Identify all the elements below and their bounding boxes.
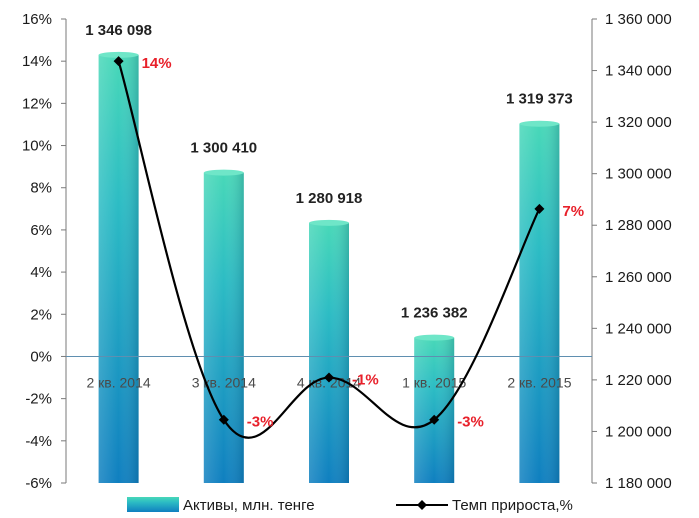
growth-marker-4 [429,414,440,425]
left-tick-label: 12% [22,95,52,112]
left-tick-label: 2% [30,306,52,323]
right-tick-label: 1 340 000 [605,63,672,80]
bar-series-assets [98,51,560,483]
data-labels: 1 346 098 1 300 410 1 280 918 1 236 382 1 31… [85,22,584,431]
bar-value-label: 1 280 918 [296,190,363,207]
bar-cap-2 [203,169,244,176]
left-tick-label: 14% [22,53,52,70]
legend-label-assets: Активы, млн. тенге [183,497,315,514]
left-tick-label: -2% [25,391,52,408]
right-tick-label: 1 320 000 [605,114,672,131]
growth-marker-1 [113,56,124,67]
bar-shade-1 [98,54,139,483]
right-tick-label: 1 240 000 [605,320,672,337]
right-tick-label: 1 260 000 [605,269,672,286]
right-tick-label: 1 220 000 [605,372,672,389]
right-tick-label: 1 200 000 [605,423,672,440]
left-tick-label: 0% [30,348,52,365]
bar-shade-5 [519,123,560,483]
right-tick-label: 1 180 000 [605,475,672,492]
legend: Активы, млн. тенге Темп прироста,% [127,497,573,514]
growth-value-label: 7% [562,203,584,220]
category-label: 2 кв. 2014 [87,374,151,390]
left-tick-label: -6% [25,475,52,492]
bar-shade-3 [309,222,349,483]
bar-value-label: 1 346 098 [85,22,152,39]
left-tick-label: 8% [30,180,52,197]
category-label: 1 кв. 2015 [402,374,466,390]
growth-value-label: -3% [457,414,484,431]
bar-shade-4 [414,337,455,483]
legend-marker-growth [417,500,427,510]
bar-cap-4 [414,334,455,341]
bar-cap-1 [98,51,139,58]
left-tick-label: -4% [25,433,52,450]
right-tick-label: 1 280 000 [605,217,672,234]
legend-label-growth: Темп прироста,% [452,497,573,514]
bar-shade-2 [203,172,244,483]
growth-marker-5 [534,203,545,214]
bar-cap-3 [309,219,349,226]
growth-value-label: 14% [142,55,172,72]
growth-value-label: -3% [247,414,274,431]
category-label: 4 кв. 2014 [297,374,361,390]
left-tick-label: 16% [22,11,52,28]
growth-value-label: -1% [352,372,379,389]
bar-value-label: 1 319 373 [506,91,573,108]
bar-cap-5 [519,120,560,127]
left-tick-label: 4% [30,264,52,281]
growth-marker-3 [324,372,334,383]
left-tick-label: 10% [22,138,52,155]
bar-value-label: 1 236 382 [401,305,468,322]
right-tick-label: 1 360 000 [605,11,672,28]
category-label: 3 кв. 2014 [192,374,256,390]
left-tick-label: 6% [30,222,52,239]
category-label: 2 кв. 2015 [507,374,571,390]
growth-marker-2 [218,414,229,425]
right-tick-label: 1 300 000 [605,166,672,183]
growth-rate-line [117,60,541,439]
line-series-growth-rate [113,56,545,439]
bar-value-label: 1 300 410 [190,140,257,157]
legend-swatch-assets [127,497,179,512]
